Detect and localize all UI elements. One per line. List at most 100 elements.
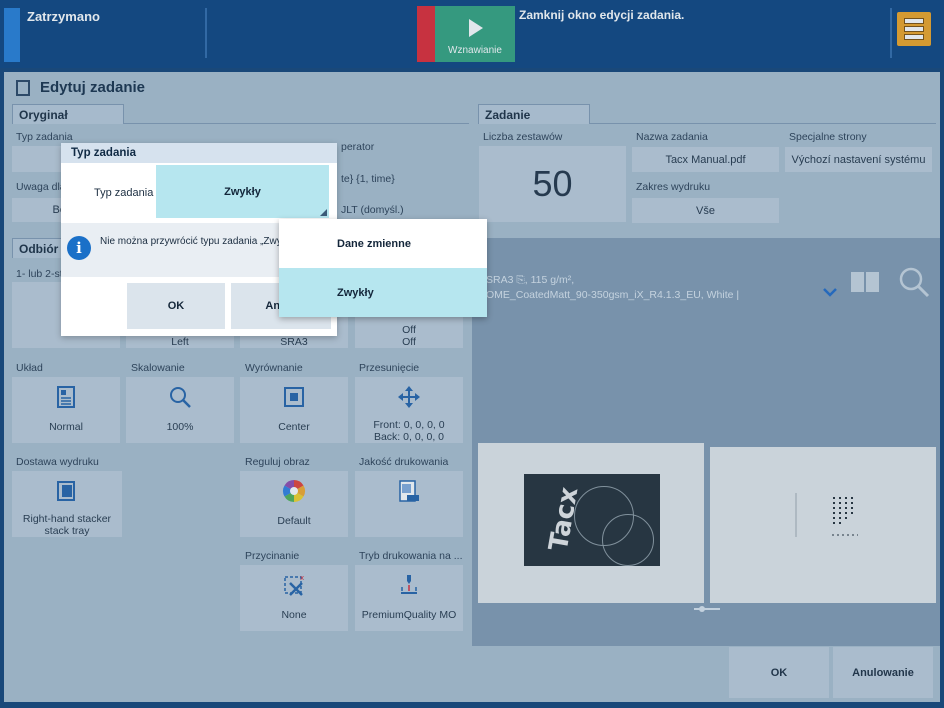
resume-label: Wznawianie	[448, 45, 502, 56]
divider	[890, 8, 892, 58]
tile-value: SRA3	[280, 336, 308, 348]
tab-job[interactable]: Zadanie	[478, 104, 590, 124]
delivery-label: Dostawa wydruku	[16, 456, 99, 468]
tile-align[interactable]: Center	[240, 377, 348, 443]
tab-original[interactable]: Oryginał	[12, 104, 124, 124]
ok-button[interactable]: OK	[729, 647, 829, 698]
tile-shift[interactable]: Front: 0, 0, 0, 0 Back: 0, 0, 0, 0	[355, 377, 463, 443]
special-pages-label: Specjalne strony	[789, 131, 867, 143]
server-icon[interactable]	[897, 12, 931, 46]
chevron-down-icon[interactable]	[822, 286, 838, 298]
tile-value: 100%	[166, 421, 194, 433]
status-indicator	[4, 8, 20, 62]
scroll-handle[interactable]	[692, 604, 722, 614]
menu-item-normal[interactable]: Zwykły	[279, 268, 487, 317]
tile-value: None	[281, 609, 307, 621]
sets-count[interactable]: 50	[479, 146, 626, 222]
tile-print-mode[interactable]: PremiumQuality MO	[355, 565, 463, 631]
divider	[590, 123, 936, 124]
cover-thumbnail: Tacx	[524, 474, 660, 566]
tile-value: Left	[171, 336, 189, 348]
top-status-bar: Zatrzymano Wznawianie Zamknij okno edycj…	[0, 0, 944, 68]
tile-value: Front: 0, 0, 0, 0	[373, 419, 445, 431]
divider	[124, 123, 469, 124]
tile-value: Off	[402, 324, 416, 336]
print-quality-label: Jakość drukowania	[359, 456, 449, 468]
tile-value: PremiumQuality MO	[361, 609, 457, 621]
tile-value: Back: 0, 0, 0, 0	[373, 431, 445, 443]
dialog-title: Typ zadania	[61, 143, 337, 163]
stacker-icon	[57, 481, 75, 501]
tile-scaling[interactable]: 100%	[126, 377, 234, 443]
trim-icon: x	[284, 574, 304, 596]
shift-label: Przesunięcie	[359, 362, 420, 374]
info-text: Nie można przywrócić typu zadania „Zwy k…	[100, 236, 329, 247]
datetime-value: te} {1, time}	[341, 173, 395, 185]
preview-page-back[interactable]	[710, 447, 936, 603]
align-center-icon	[284, 387, 304, 407]
media-info: SRA3 ⎘, 115 g/m²,	[486, 274, 575, 286]
move-arrows-icon	[398, 386, 420, 408]
job-type-label: Typ zadania	[16, 131, 73, 143]
tab-output[interactable]: Odbiór	[12, 238, 62, 258]
page-title: Edytuj zadanie	[40, 79, 146, 96]
tile-delivery[interactable]: Right-hand stacker stack tray	[12, 471, 122, 537]
sets-label: Liczba zestawów	[483, 131, 563, 143]
cancel-button[interactable]: Anulowanie	[833, 647, 933, 698]
trim-label: Przycinanie	[245, 550, 300, 562]
print-range-field[interactable]: Vše	[632, 198, 779, 223]
layout-icon	[57, 386, 75, 408]
job-name-field[interactable]: Tacx Manual.pdf	[632, 147, 779, 172]
job-type-label: Typ zadania	[94, 187, 154, 199]
media-name: OME_CoatedMatt_90-350gsm_iX_R4.1.3_EU, W…	[486, 289, 740, 301]
stop-indicator	[417, 6, 435, 62]
job-type-selected: Zwykły	[224, 185, 261, 198]
color-wheel-icon	[283, 480, 305, 502]
job-name-label: Nazwa zadania	[636, 131, 708, 143]
tile-value: Center	[278, 421, 310, 433]
note-label: Uwaga dla	[16, 181, 66, 193]
play-icon	[469, 19, 483, 37]
job-type-select[interactable]: Zwykły	[156, 165, 329, 218]
tile-value: Right-hand stacker	[22, 513, 112, 525]
edit-job-window: Edytuj zadanie Oryginał Typ zadania Uwag…	[4, 72, 940, 646]
tile-value: stack tray	[44, 525, 90, 537]
job-type-menu: Dane zmienne Zwykły	[279, 219, 487, 317]
svg-text:x: x	[300, 574, 304, 582]
edit-job-icon	[16, 80, 30, 96]
tile-value: Normal	[49, 421, 83, 433]
magnifier-icon	[170, 387, 191, 408]
info-icon: i	[67, 236, 91, 260]
special-pages-field[interactable]: Výchozí nastavení systému	[785, 147, 932, 172]
zoom-icon[interactable]	[898, 266, 930, 298]
sides-label: 1- lub 2-st	[16, 268, 63, 280]
tile-adjust-image[interactable]: Default	[240, 471, 348, 537]
dialog-ok-button[interactable]: OK	[127, 283, 225, 329]
scaling-label: Skalowanie	[131, 362, 185, 374]
adjust-image-label: Reguluj obraz	[245, 456, 310, 468]
default-value: JLT (domyśl.)	[341, 204, 404, 216]
tile-print-quality[interactable]	[355, 471, 463, 537]
tile-layout[interactable]: Normal	[12, 377, 120, 443]
print-quality-icon	[399, 480, 419, 502]
tile-value: Default	[277, 515, 311, 527]
bottom-button-bar: OK Anulowanie	[4, 646, 940, 702]
dropdown-corner-icon	[320, 209, 327, 216]
print-head-icon	[401, 575, 417, 594]
tile-trim[interactable]: x None	[240, 565, 348, 631]
back-page-text	[795, 493, 858, 537]
status-message: Zamknij okno edycji zadania.	[519, 8, 685, 22]
layout-label: Układ	[16, 362, 43, 374]
menu-item-variable-data[interactable]: Dane zmienne	[337, 237, 411, 250]
operator-label: perator	[341, 141, 375, 153]
print-mode-label: Tryb drukowania na ...	[359, 550, 463, 562]
resume-button[interactable]: Wznawianie	[435, 6, 515, 62]
divider	[205, 8, 207, 58]
print-range-label: Zakres wydruku	[636, 181, 711, 193]
print-preview[interactable]: SRA3 ⎘, 115 g/m², OME_CoatedMatt_90-350g…	[472, 238, 940, 646]
align-label: Wyrównanie	[245, 362, 303, 374]
preview-page-front[interactable]: Tacx	[478, 443, 704, 603]
book-view-icon[interactable]	[850, 270, 880, 294]
printer-status: Zatrzymano	[27, 9, 100, 24]
tile-value: Off	[402, 336, 416, 348]
